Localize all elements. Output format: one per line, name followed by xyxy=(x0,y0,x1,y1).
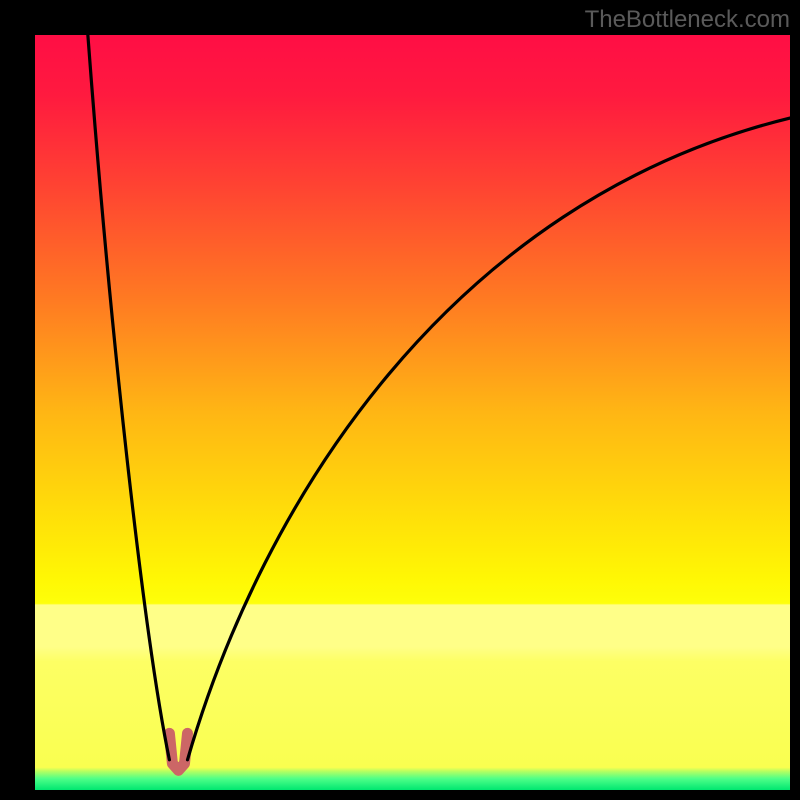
border-right xyxy=(790,0,800,800)
chart-container: TheBottleneck.com xyxy=(0,0,800,800)
border-left xyxy=(0,0,35,800)
border-bottom xyxy=(0,790,800,800)
gradient-background xyxy=(35,35,790,790)
plot-area xyxy=(35,35,790,790)
watermark-text: TheBottleneck.com xyxy=(585,6,790,34)
